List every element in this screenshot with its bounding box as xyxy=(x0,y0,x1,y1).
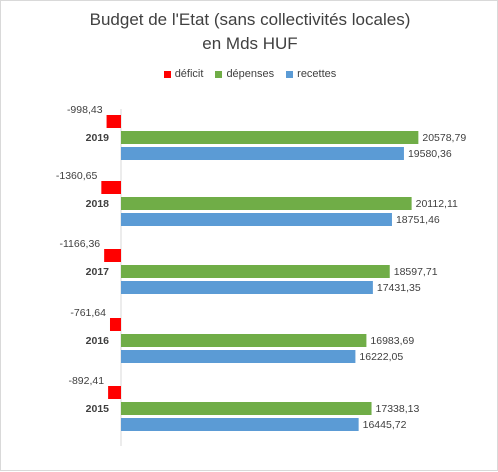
data-label-recettes-2019: 19580,36 xyxy=(408,148,452,160)
bar-deficit-2019 xyxy=(106,115,121,128)
data-label-deficit-2017: -1166,36 xyxy=(59,238,100,250)
bar-depenses-2017 xyxy=(121,265,390,278)
bar-deficit-2017 xyxy=(104,249,121,262)
data-label-recettes-2016: 16222,05 xyxy=(359,351,403,363)
data-label-depenses-2017: 18597,71 xyxy=(394,266,438,278)
category-label-2018: 2018 xyxy=(86,198,110,210)
category-label-2019: 2019 xyxy=(86,132,110,144)
data-label-depenses-2015: 17338,13 xyxy=(376,403,420,415)
bar-recettes-2018 xyxy=(121,213,392,226)
data-label-depenses-2016: 16983,69 xyxy=(370,335,414,347)
bar-recettes-2015 xyxy=(121,418,359,431)
legend-item-depenses: dépenses xyxy=(215,68,274,80)
bar-deficit-2016 xyxy=(109,318,121,331)
legend-label-depenses: dépenses xyxy=(226,68,275,80)
data-label-deficit-2015: -892,41 xyxy=(68,375,104,387)
bar-depenses-2019 xyxy=(121,131,419,144)
chart-title: Budget de l'Etat (sans collectivités loc… xyxy=(89,10,411,29)
data-label-deficit-2019: -998,43 xyxy=(67,104,103,116)
legend-item-recettes: recettes xyxy=(286,68,336,80)
bar-depenses-2018 xyxy=(121,197,412,210)
chart-legend: déficit dépenses recettes xyxy=(1,68,498,80)
bar-recettes-2016 xyxy=(121,350,356,363)
bar-depenses-2016 xyxy=(121,334,367,347)
legend-label-deficit: déficit xyxy=(174,68,204,80)
category-label-2016: 2016 xyxy=(86,335,110,347)
data-label-recettes-2017: 17431,35 xyxy=(377,282,421,294)
legend-swatch-recettes xyxy=(286,70,294,78)
data-label-depenses-2018: 20112,11 xyxy=(416,198,458,210)
bar-deficit-2018 xyxy=(101,181,121,194)
bar-depenses-2015 xyxy=(121,402,372,415)
data-label-recettes-2015: 16445,72 xyxy=(363,419,407,431)
data-label-depenses-2019: 20578,79 xyxy=(422,132,466,144)
bar-recettes-2019 xyxy=(121,147,404,160)
data-label-recettes-2018: 18751,46 xyxy=(396,214,440,226)
data-label-deficit-2016: -761,64 xyxy=(70,307,106,319)
data-label-deficit-2018: -1360,65 xyxy=(56,170,98,182)
bar-deficit-2015 xyxy=(108,386,121,399)
legend-swatch-deficit xyxy=(163,70,171,78)
category-label-2015: 2015 xyxy=(86,403,110,415)
legend-label-recettes: recettes xyxy=(297,68,337,80)
category-label-2017: 2017 xyxy=(86,266,110,278)
chart-subtitle: en Mds HUF xyxy=(202,34,298,53)
legend-item-deficit: déficit xyxy=(163,68,204,80)
bar-recettes-2017 xyxy=(121,281,373,294)
legend-swatch-depenses xyxy=(215,70,223,78)
